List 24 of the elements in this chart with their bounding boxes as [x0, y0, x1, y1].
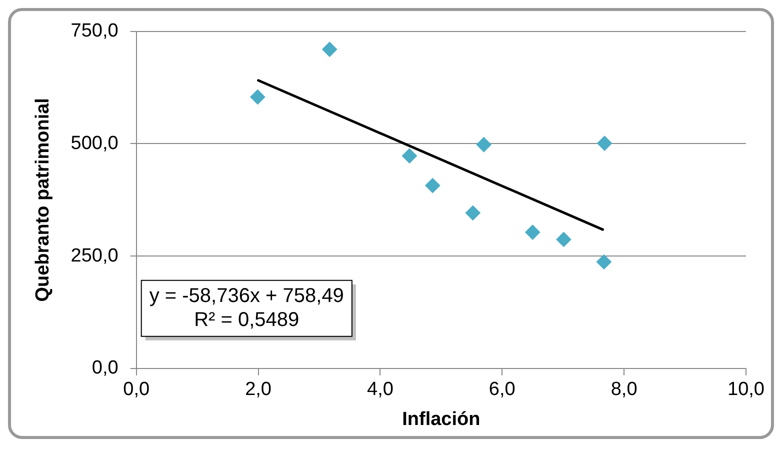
y-tick-label: 500,0 — [70, 132, 118, 154]
x-tick-label: 0,0 — [123, 379, 150, 400]
x-tick-label: 10,0 — [728, 379, 764, 400]
point — [322, 42, 338, 57]
annotation: R² = 0,5489 — [194, 308, 300, 331]
y-axis-title: Quebranto patrimonial — [32, 98, 54, 302]
x-tick-label: 4,0 — [366, 379, 394, 400]
y-tick-label: 750,0 — [70, 20, 118, 42]
annotation: y = -58,736x + 758,49 — [149, 284, 344, 307]
point — [425, 178, 440, 194]
point — [476, 137, 492, 152]
point — [597, 136, 612, 151]
y-tick-label: 0,0 — [92, 358, 118, 379]
x-tick-label: 2,0 — [245, 379, 272, 400]
x-axis-title: Inflación — [402, 408, 480, 430]
x-tick-label: 6,0 — [488, 379, 516, 400]
point — [402, 148, 417, 164]
x-tick-label: 8,0 — [610, 379, 638, 400]
point — [465, 205, 480, 220]
y-tick-label: 250,0 — [70, 245, 118, 266]
point — [250, 90, 266, 105]
point — [596, 254, 612, 270]
point — [556, 232, 572, 247]
point — [525, 224, 540, 240]
